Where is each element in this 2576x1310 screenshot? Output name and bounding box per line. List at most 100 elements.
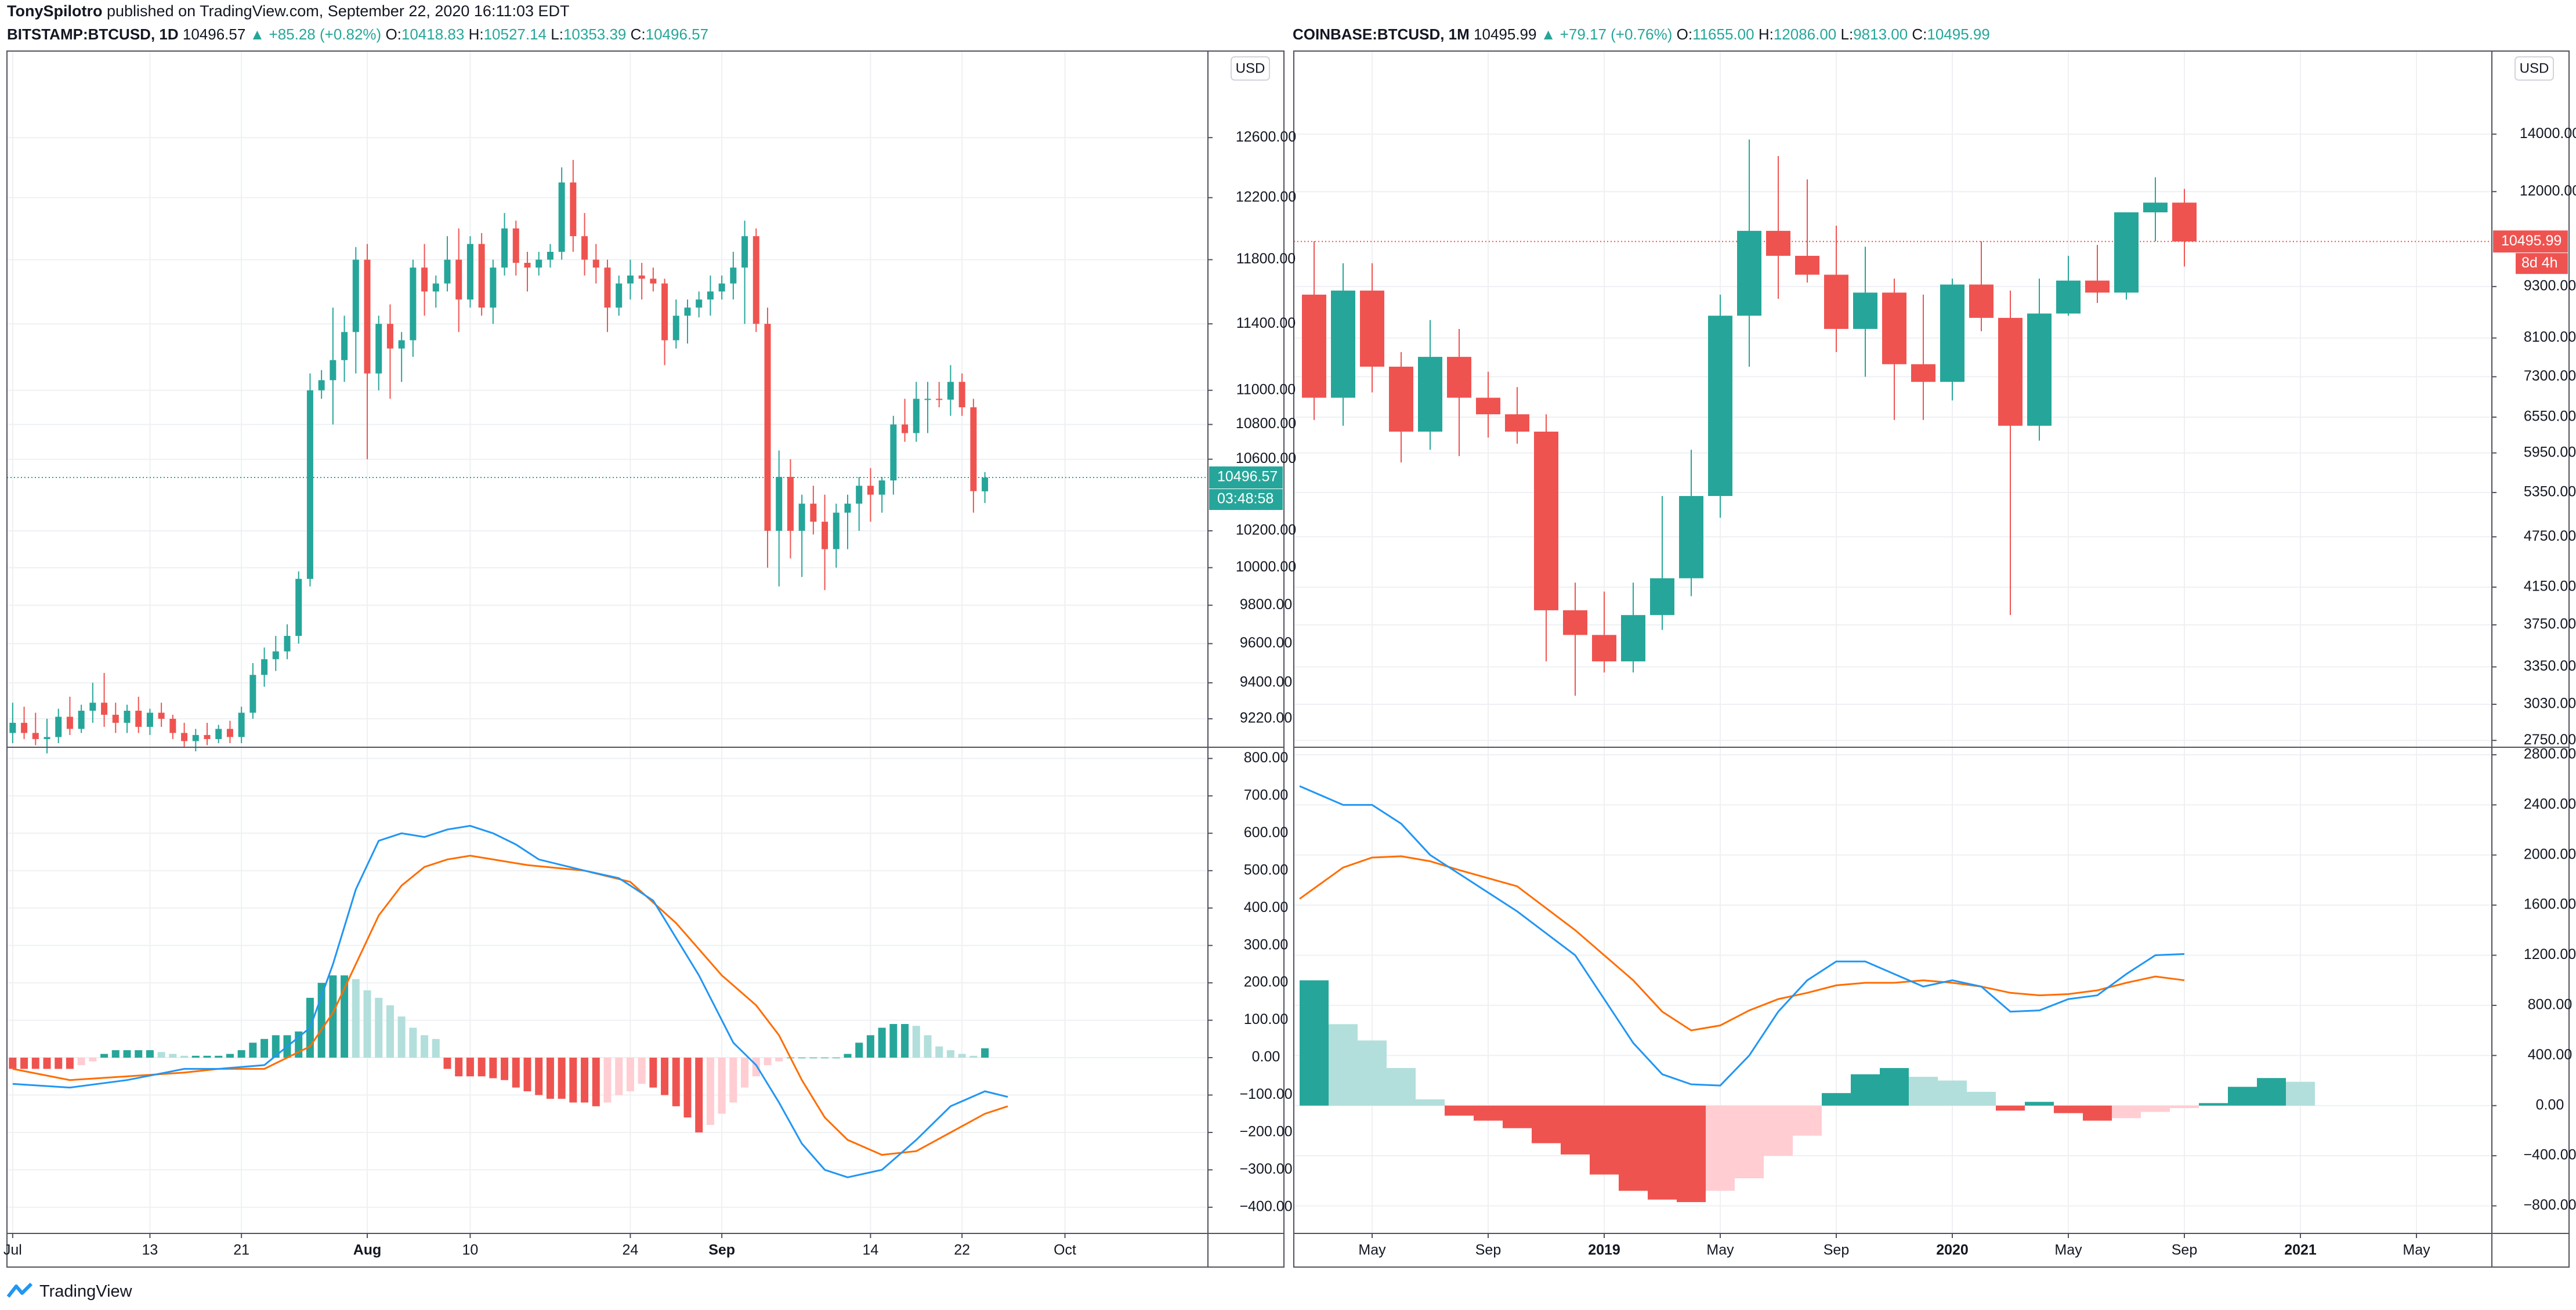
macd-axis-label: −200.00	[1239, 1124, 1292, 1140]
macd-histogram-bar	[695, 1058, 703, 1132]
price-axis-label: 3030.00	[2524, 696, 2576, 712]
macd-histogram-bar	[43, 1058, 51, 1069]
macd-histogram-bar	[1561, 1105, 1590, 1155]
macd-histogram-bar	[352, 979, 360, 1058]
candle-body	[707, 291, 714, 300]
macd-histogram-bar	[203, 1055, 211, 1058]
time-axis-label: Aug	[353, 1242, 382, 1258]
macd-histogram-bar	[1967, 1091, 1996, 1106]
right-low: 9813.00	[1853, 26, 1908, 43]
macd-histogram-bar	[649, 1058, 657, 1088]
candle-body	[158, 712, 165, 719]
candle-body	[970, 407, 977, 491]
macd-histogram-bar	[2054, 1105, 2083, 1113]
macd-histogram-bar	[1416, 1099, 1445, 1106]
macd-histogram-bar	[421, 1035, 429, 1058]
macd-histogram-bar	[603, 1058, 612, 1103]
candle-body	[902, 424, 909, 433]
candle-body	[1592, 635, 1616, 661]
candle-body	[592, 259, 599, 268]
macd-histogram-bar	[261, 1038, 269, 1058]
candle-body	[1389, 367, 1413, 432]
footer-brand[interactable]: TradingView	[6, 1279, 132, 1304]
macd-histogram-bar	[615, 1058, 623, 1095]
time-axis-label: Oct	[1054, 1242, 1076, 1258]
candle-body	[284, 636, 291, 652]
macd-axis-label: −400.00	[1239, 1198, 1292, 1214]
candle-body	[947, 382, 954, 400]
macd-histogram-bar	[146, 1050, 154, 1058]
macd-histogram-bar	[1996, 1105, 2025, 1111]
macd-histogram-bar	[272, 1035, 280, 1058]
time-axis-label: 2019	[1588, 1242, 1620, 1258]
candle-body	[1911, 364, 1935, 382]
candle-body	[536, 259, 542, 268]
macd-histogram-bar	[924, 1035, 932, 1058]
macd-axis-label: −800.00	[2523, 1197, 2576, 1213]
candle-body	[124, 711, 131, 723]
candle-body	[2056, 280, 2081, 314]
candle-body	[878, 480, 885, 495]
macd-histogram-bar	[546, 1058, 554, 1099]
left-low: 10353.39	[563, 26, 627, 43]
macd-histogram-bar	[1648, 1105, 1677, 1200]
macd-histogram-bar	[180, 1055, 189, 1058]
macd-histogram-bar	[89, 1058, 97, 1062]
macd-axis-label: −300.00	[1239, 1161, 1292, 1177]
macd-axis-label: 1200.00	[2524, 946, 2576, 962]
candle-body	[764, 324, 771, 531]
candle-body	[1969, 284, 1993, 318]
candle-body	[455, 259, 462, 300]
chart-header: TonySpilotro published on TradingView.co…	[0, 0, 2576, 52]
right-symbol[interactable]: COINBASE:BTCUSD, 1M	[1293, 26, 1470, 43]
macd-histogram-bar	[375, 997, 383, 1058]
macd-histogram-bar	[66, 1058, 74, 1069]
candle-body	[913, 399, 920, 433]
price-axis-label: 9400.00	[1240, 674, 1292, 690]
price-axis-label: 11400.00	[1236, 315, 1296, 331]
macd-histogram-bar	[215, 1055, 223, 1058]
price-axis-label: 10200.00	[1236, 522, 1296, 538]
candle-body	[672, 316, 679, 341]
macd-histogram-bar	[969, 1055, 978, 1058]
macd-axis-label: 200.00	[1244, 974, 1288, 990]
price-axis-label: 6550.00	[2524, 408, 2576, 425]
candle-body	[238, 712, 245, 737]
left-symbol[interactable]: BITSTAMP:BTCUSD, 1D	[7, 26, 179, 43]
macd-histogram-bar	[455, 1058, 463, 1077]
macd-histogram-bar	[1619, 1105, 1648, 1191]
candle-body	[616, 283, 623, 308]
candle-body	[261, 659, 268, 675]
countdown-tag-label: 03:48:58	[1217, 491, 1273, 507]
price-axis-label: 7300.00	[2524, 368, 2576, 384]
candle-body	[2114, 212, 2139, 293]
macd-histogram-bar	[638, 1058, 646, 1084]
price-axis-label: 3350.00	[2524, 658, 2576, 674]
candle-body	[501, 228, 508, 268]
candle-body	[1998, 317, 2023, 426]
countdown-tag	[2516, 253, 2568, 274]
currency-badge	[1231, 56, 1270, 81]
time-axis-label: 10	[462, 1242, 479, 1258]
macd-histogram-bar	[558, 1058, 566, 1099]
candle-body	[101, 703, 108, 715]
candle-body	[1331, 290, 1355, 398]
candle-body	[1679, 495, 1703, 578]
currency-badge-label: USD	[1236, 60, 1265, 76]
candle-body	[890, 424, 897, 481]
author-name[interactable]: TonySpilotro	[7, 2, 103, 20]
candle-body	[1708, 316, 1732, 496]
candle-body	[341, 332, 348, 360]
time-axis-label: 13	[142, 1242, 158, 1258]
macd-histogram-bar	[363, 990, 371, 1058]
candle-body	[1824, 274, 1848, 329]
candle-body	[982, 477, 989, 491]
macd-histogram-bar	[729, 1058, 737, 1103]
macd-histogram-bar	[718, 1058, 726, 1114]
tradingview-logo-icon	[6, 1282, 34, 1302]
macd-histogram-bar	[443, 1058, 451, 1069]
macd-histogram-bar	[2228, 1087, 2257, 1106]
candle-body	[330, 360, 337, 381]
macd-axis-label: 1600.00	[2524, 896, 2576, 913]
